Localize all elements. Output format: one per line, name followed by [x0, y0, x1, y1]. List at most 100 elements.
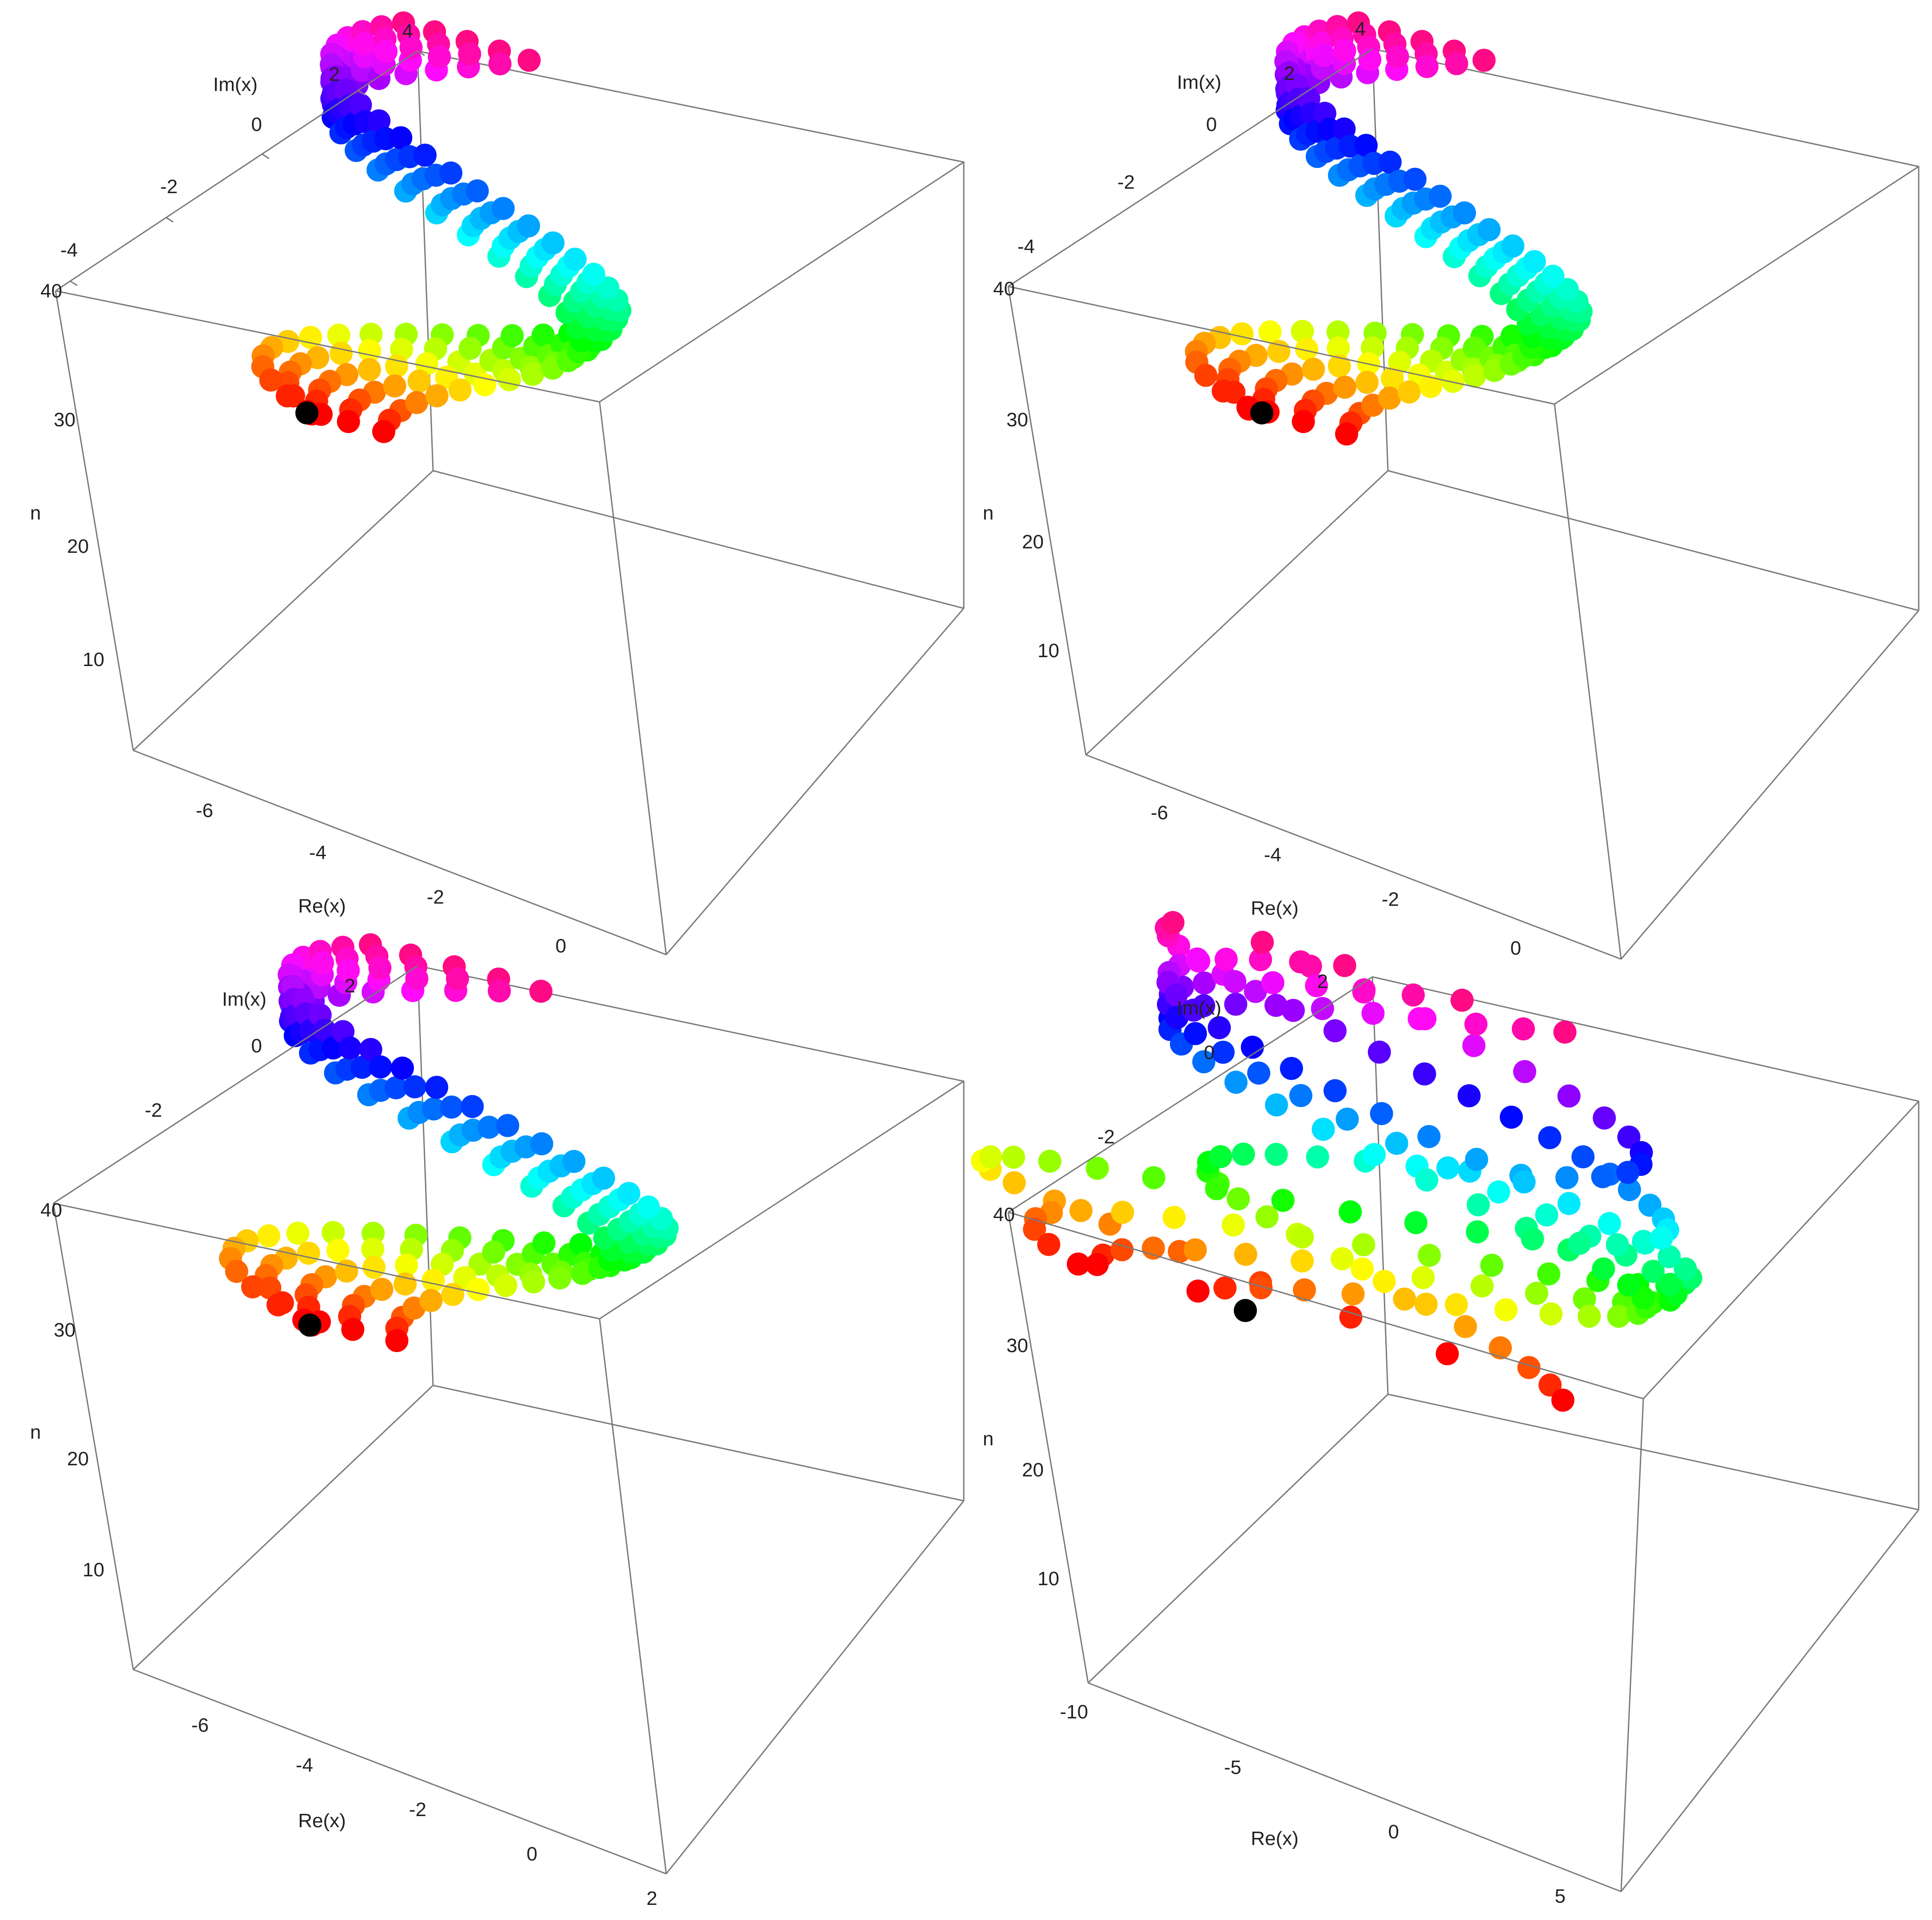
data-point — [1264, 1142, 1288, 1166]
data-point — [1209, 1145, 1232, 1168]
data-point — [1513, 1060, 1536, 1083]
re-tick-label: -2 — [1382, 889, 1399, 910]
data-point — [391, 1056, 414, 1080]
data-point — [1038, 1150, 1061, 1173]
data-point — [1464, 1012, 1488, 1036]
im-axis-ticks: -4 -2 0 2 4 Im(x) — [60, 20, 425, 286]
data-point — [1328, 354, 1351, 378]
re-tick-label: -2 — [427, 886, 444, 908]
data-point — [1341, 1282, 1365, 1305]
data-point — [1331, 1247, 1354, 1270]
data-point — [458, 42, 481, 66]
im-tick-label: 0 — [1204, 1042, 1215, 1063]
data-point — [1085, 1157, 1109, 1180]
data-point — [313, 1019, 337, 1042]
data-point — [477, 1115, 501, 1139]
data-point — [1393, 1287, 1416, 1311]
data-point — [395, 1254, 418, 1277]
re-tick-label: -6 — [196, 800, 213, 821]
data-point — [1658, 1273, 1682, 1296]
data-point — [501, 324, 524, 347]
data-point — [1324, 1079, 1347, 1103]
n-tick-label: 10 — [1038, 640, 1059, 662]
im-tick-label: 4 — [402, 20, 413, 42]
data-point — [428, 45, 451, 68]
data-point — [405, 967, 429, 990]
n-tick-label: 40 — [40, 280, 62, 302]
data-point — [1411, 1266, 1435, 1289]
data-point — [1339, 1305, 1363, 1329]
data-point — [1617, 1125, 1641, 1149]
n-axis-ticks: 10 20 30 40 n — [983, 278, 1059, 662]
re-axis-ticks: -6 -4 -2 0 Re(x) — [196, 800, 566, 957]
data-point — [636, 1195, 660, 1219]
data-point — [1658, 1245, 1681, 1269]
data-point — [1593, 1106, 1616, 1130]
data-point — [1386, 45, 1409, 68]
data-point — [1333, 954, 1356, 977]
start-point-marker — [1234, 1299, 1257, 1322]
data-points — [251, 11, 632, 443]
n-tick-label: 30 — [54, 409, 76, 431]
n-tick-label: 40 — [993, 278, 1015, 300]
data-point — [359, 322, 383, 346]
data-point — [1358, 48, 1382, 71]
data-point — [1415, 55, 1439, 78]
data-point — [341, 1317, 365, 1341]
re-tick-label: 5 — [1555, 1885, 1566, 1907]
data-point — [362, 1256, 386, 1279]
data-point — [1261, 971, 1284, 995]
im-tick-label: 2 — [329, 63, 340, 85]
data-point — [337, 959, 360, 982]
data-point — [1352, 978, 1376, 1002]
data-point — [1450, 988, 1474, 1012]
n-axis-label: n — [983, 1428, 994, 1450]
data-point — [353, 32, 377, 56]
data-point — [1351, 1257, 1374, 1281]
data-point — [440, 1095, 463, 1119]
data-point — [1336, 1107, 1359, 1131]
im-tick-label: -2 — [1097, 1126, 1115, 1148]
data-point — [1111, 1201, 1134, 1224]
data-point — [1184, 1238, 1207, 1261]
data-point — [1323, 1019, 1347, 1043]
data-point — [569, 1233, 592, 1256]
data-points — [1185, 11, 1593, 446]
data-point — [311, 951, 334, 975]
start-point-marker — [298, 1313, 322, 1337]
data-point — [1592, 1257, 1615, 1281]
data-point — [350, 1055, 374, 1079]
data-point — [1578, 1305, 1601, 1328]
data-point — [1295, 337, 1318, 361]
data-point — [1184, 1022, 1207, 1045]
panel-top-left: -4 -2 0 2 4 Im(x) 10 20 30 40 n -6 -4 -2… — [30, 11, 965, 957]
re-tick-label: 2 — [647, 1888, 657, 1909]
data-point — [1402, 983, 1425, 1007]
data-point — [1212, 379, 1235, 403]
data-point — [1224, 1071, 1248, 1094]
im-tick-label: 0 — [251, 1035, 262, 1057]
data-point — [1607, 1305, 1630, 1328]
data-point — [1465, 1148, 1488, 1171]
data-point — [617, 1182, 640, 1205]
im-axis-label: Im(x) — [213, 74, 258, 95]
data-point — [1535, 1203, 1558, 1227]
data-point — [1414, 1293, 1438, 1316]
data-point — [1193, 971, 1216, 995]
re-tick-label: -6 — [191, 1714, 209, 1736]
n-axis-label: n — [30, 1421, 41, 1443]
box-front-edges — [1007, 48, 1920, 960]
data-point — [259, 368, 282, 392]
im-tick-label: -2 — [145, 1099, 162, 1121]
re-tick-label: 0 — [1388, 1821, 1399, 1843]
data-point — [563, 247, 587, 271]
data-point — [1289, 1084, 1312, 1107]
im-axis-label: Im(x) — [1177, 997, 1221, 1019]
panel-bottom-right: -2 0 2 Im(x) 10 20 30 40 n -10 -5 0 5 Re… — [971, 911, 1920, 1907]
data-point — [517, 214, 540, 238]
data-point — [1413, 1007, 1437, 1031]
data-point — [1335, 422, 1358, 446]
data-point — [1305, 974, 1328, 997]
data-point — [498, 368, 521, 392]
